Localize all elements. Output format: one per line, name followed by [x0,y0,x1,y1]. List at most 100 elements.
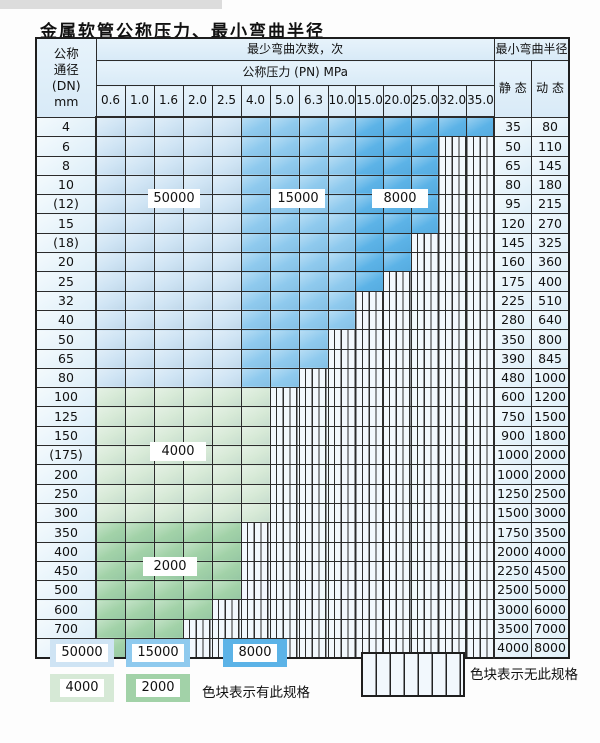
spec-cell-none [382,406,412,427]
spec-cell-none [298,599,329,620]
spec-cell-2000 [95,599,126,620]
static-radius-cell: 3000 [493,599,532,620]
spec-cell-none [410,618,440,640]
dn-header-line: (DN) [51,77,81,93]
dn-cell: 10 [35,174,97,196]
dn-cell: 400 [35,541,97,562]
dn-cell: 100 [35,387,97,408]
table-row: 350 1750 3500 [35,522,570,543]
spec-cell-none [438,580,468,601]
spec-cell-4000 [124,406,155,427]
spec-cell-4000 [95,445,126,466]
spec-cell-50000 [211,271,242,292]
table-row: 65 390 845 [35,348,570,369]
legend-no-spec-swatch [361,652,465,697]
spec-cell-50000 [124,194,155,215]
spec-cell-none [466,348,495,369]
spec-cell-none [466,560,495,582]
spec-cell-4000 [95,425,126,447]
spec-cell-none [410,271,440,292]
spec-cell-4000 [211,502,242,524]
spec-cell-15000 [240,309,271,331]
pressure-col-header: 35.0 [466,85,495,118]
table-row: 80040008000 [35,638,570,659]
spec-cell-50000 [95,348,126,369]
spec-cell-50000 [211,155,242,176]
pressure-col-header: 5.0 [269,85,300,118]
spec-cell-50000 [153,252,184,273]
table-row: 125 750 1500 [35,406,570,427]
spec-cell-50000 [211,290,242,311]
spec-cell-8000 [382,213,412,234]
pressure-col-header: 6.3 [298,85,329,118]
spec-cell-4000 [153,406,184,427]
spec-cell-none [438,560,468,582]
spec-cell-none [466,213,495,234]
dynamic-radius-cell: 5000 [530,580,570,601]
static-radius-cell: 225 [493,290,532,311]
spec-cell-15000 [240,232,271,254]
spec-cell-50000 [95,252,126,273]
spec-cell-4000 [124,464,155,485]
spec-cell-2000 [153,522,184,543]
spec-cell-8000 [410,155,440,176]
spec-cell-none [438,309,468,331]
spec-cell-50000 [153,136,184,157]
spec-cell-none [410,367,440,389]
spec-cell-2000 [182,522,213,543]
spec-cell-none [327,329,357,350]
spec-cell-none [298,464,329,485]
spec-cell-none [355,406,384,427]
spec-cell-4000 [124,502,155,524]
table-row: 80 480 1000 [35,367,570,389]
static-radius-cell: 1250 [493,483,532,504]
legend-swatch-4000: 4000 [50,674,114,702]
spec-cell-none [466,522,495,543]
spec-cell-4000 [211,483,242,504]
spec-cell-50000 [95,136,126,157]
table-row: 700 3500 7000 [35,618,570,640]
spec-cell-none [438,367,468,389]
spec-cell-4000 [182,406,213,427]
spec-cell-4000 [240,425,271,447]
spec-cell-50000 [211,329,242,350]
spec-cell-50000 [153,116,184,138]
spec-cell-50000 [124,309,155,331]
spec-cell-4000 [124,445,155,466]
spec-cell-4000 [95,464,126,485]
spec-cell-15000 [269,155,300,176]
dynamic-radius-cell: 1000 [530,367,570,389]
spec-cell-2000 [211,522,242,543]
spec-cell-none [382,618,412,640]
spec-cell-4000 [153,464,184,485]
dynamic-radius-cell: 325 [530,232,570,254]
static-header: 静 态 [493,60,532,118]
spec-cell-8000 [382,155,412,176]
spec-cell-none [355,290,384,311]
spec-cell-4000 [211,445,242,466]
spec-cell-none [269,425,300,447]
spec-cell-15000 [240,290,271,311]
spec-cell-none [410,502,440,524]
spec-cell-50000 [182,155,213,176]
dynamic-radius-cell: 3500 [530,522,570,543]
spec-cell-50000 [95,309,126,331]
legend-swatch-50000: 50000 [50,639,114,667]
spec-cell-50000 [153,290,184,311]
spec-cell-15000 [327,252,357,273]
spec-cell-none [355,445,384,466]
spec-cell-50000 [182,213,213,234]
spec-cell-4000 [182,387,213,408]
spec-cell-4000 [182,425,213,447]
static-radius-cell: 95 [493,194,532,215]
dn-cell: 500 [35,580,97,601]
spec-cell-none [355,580,384,601]
spec-cell-none [298,560,329,582]
dn-cell: 50 [35,329,97,350]
spec-cell-50000 [95,194,126,215]
dn-cell: 700 [35,618,97,640]
spec-cell-15000 [298,232,329,254]
spec-cell-none [327,406,357,427]
spec-cell-none [438,618,468,640]
table-row: 50 350 800 [35,329,570,350]
